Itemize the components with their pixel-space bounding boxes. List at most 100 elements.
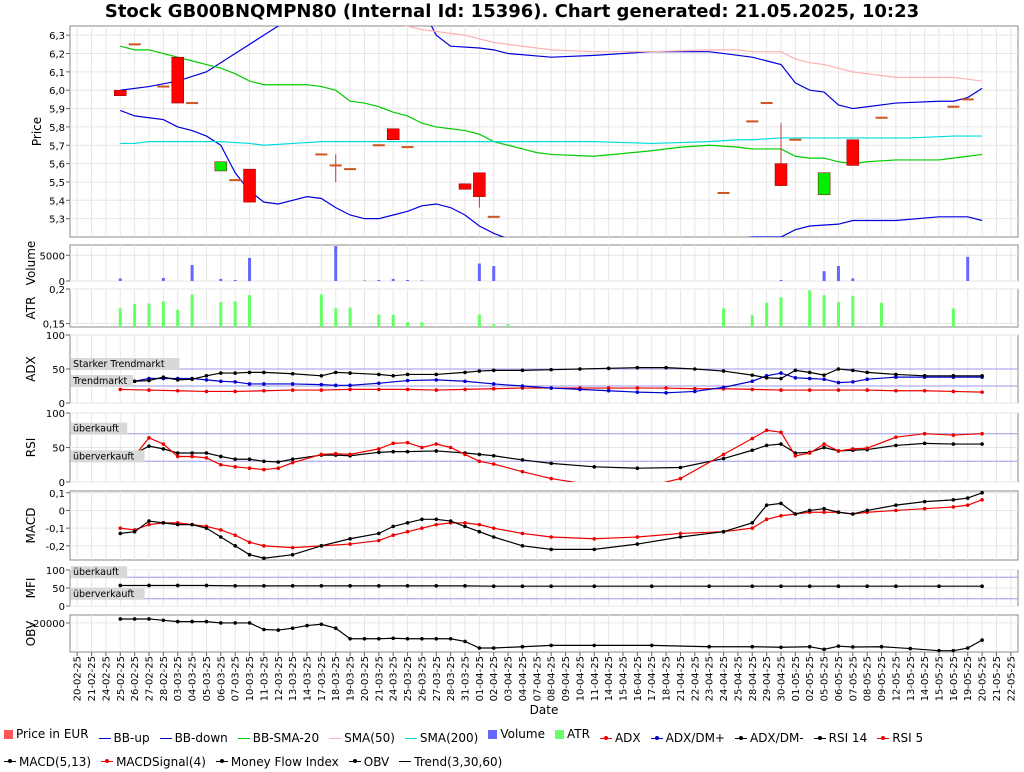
- legend-swatch: [734, 735, 747, 740]
- series-point: [635, 390, 640, 394]
- legend-swatch: [348, 759, 361, 763]
- price-tick-label: 5,6: [49, 160, 65, 171]
- candle-body: [243, 168, 256, 203]
- series-point: [779, 442, 783, 446]
- series-point: [391, 533, 395, 538]
- series-point: [448, 445, 453, 450]
- series-point: [463, 521, 467, 525]
- series-point: [219, 462, 223, 467]
- series-point: [233, 380, 237, 384]
- series-point: [132, 529, 137, 534]
- series-point: [219, 528, 223, 532]
- series-point: [233, 371, 237, 375]
- legend-label: ADX/DM-: [749, 731, 804, 745]
- volume-bar: [377, 279, 381, 281]
- legend-item: ADX/DM+: [650, 728, 725, 748]
- series-point: [922, 374, 927, 378]
- candle-doji: [717, 191, 730, 194]
- volume-tick-label: 5000: [40, 251, 65, 262]
- series-point: [477, 452, 482, 457]
- series-point: [204, 389, 209, 394]
- series-point: [822, 506, 826, 511]
- series-point: [175, 451, 180, 455]
- legend-item: ATR: [554, 724, 590, 744]
- candle-doji: [315, 153, 328, 156]
- x-tick-label: 06-05-25: [834, 656, 845, 701]
- series-point: [463, 387, 467, 392]
- price-tick-label: 6,2: [49, 50, 65, 61]
- series-point: [894, 372, 898, 377]
- x-tick-label: 21-03-25: [374, 656, 385, 701]
- series-point: [750, 526, 755, 530]
- obv-axis-label: OBV: [24, 620, 38, 646]
- series-point: [894, 443, 898, 448]
- series-point: [750, 521, 755, 525]
- chart-title: Stock GB00BNQMPN80 (Internal Id: 15396).…: [104, 1, 920, 22]
- series-point: [348, 536, 352, 541]
- series-point: [377, 387, 381, 392]
- series-point: [678, 531, 683, 536]
- reference-label-bg: [71, 566, 128, 579]
- legend-swatch: [488, 729, 498, 739]
- volume-bar: [492, 266, 496, 281]
- atr-tick-label: 0,2: [49, 285, 65, 296]
- series-point: [348, 452, 352, 457]
- series-line: [120, 109, 983, 237]
- series-point: [951, 433, 956, 437]
- legend-label: RSI 5: [892, 731, 924, 745]
- legend-item: SMA(200): [404, 728, 478, 748]
- series-point: [894, 508, 898, 513]
- candle-doji: [229, 179, 242, 182]
- atr-bar: [765, 302, 769, 327]
- series-point: [247, 370, 252, 375]
- atr-bar: [319, 294, 323, 327]
- candle-doji: [186, 102, 199, 105]
- series-point: [491, 646, 496, 650]
- series-point: [247, 457, 252, 462]
- candle-doji: [760, 102, 773, 105]
- legend-item: ADX: [599, 728, 641, 748]
- x-tick-label: 20-03-25: [360, 656, 371, 701]
- series-point: [247, 382, 252, 386]
- series-point: [635, 466, 640, 471]
- volume-bar: [118, 278, 122, 281]
- series-point: [262, 627, 266, 632]
- x-tick-label: 28-04-25: [748, 656, 759, 701]
- series-point: [290, 388, 295, 392]
- legend-swatch: [98, 737, 111, 739]
- atr-bar: [822, 295, 826, 327]
- series-point: [980, 584, 984, 588]
- series-point: [290, 460, 295, 465]
- x-tick-label: 21-05-25: [992, 656, 1003, 701]
- series-point: [836, 510, 841, 515]
- series-point: [822, 377, 826, 382]
- series-point: [391, 636, 395, 641]
- series-point: [951, 374, 956, 378]
- x-tick-label: 01-04-25: [475, 656, 486, 701]
- series-point: [377, 538, 381, 543]
- series-point: [908, 646, 913, 651]
- x-tick-label: 21-04-25: [676, 656, 687, 701]
- series-point: [161, 618, 166, 623]
- price-tick-label: 5,4: [49, 196, 65, 207]
- series-point: [391, 449, 395, 454]
- series-point: [362, 636, 367, 641]
- reference-label: überkauft: [73, 424, 119, 435]
- series-point: [204, 451, 209, 455]
- series-point: [290, 584, 295, 588]
- series-point: [491, 462, 496, 466]
- series-point: [333, 451, 338, 456]
- series-point: [333, 383, 338, 388]
- volume-bar: [248, 257, 252, 281]
- series-point: [477, 529, 482, 534]
- series-point: [951, 389, 956, 394]
- series-point: [477, 459, 482, 464]
- series-point: [491, 584, 496, 588]
- x-tick-label: 12-03-25: [274, 656, 285, 701]
- series-point: [420, 526, 424, 530]
- legend-label: BB-SMA-20: [252, 731, 320, 745]
- series-point: [707, 644, 711, 649]
- reference-label-bg: [71, 358, 180, 370]
- x-tick-label: 23-04-25: [705, 656, 716, 701]
- series-point: [836, 584, 841, 588]
